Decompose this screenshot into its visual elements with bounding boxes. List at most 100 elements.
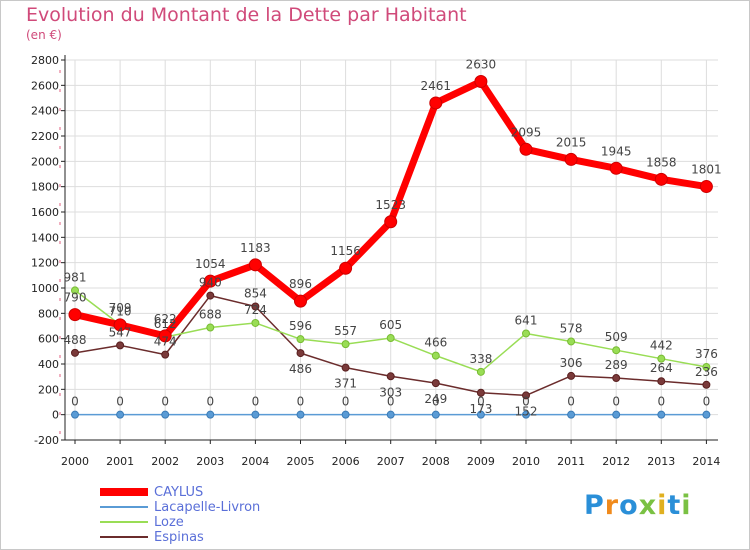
y-tick-label: 2800: [31, 54, 59, 67]
data-point-caylus: [474, 75, 488, 89]
data-point-caylus: [609, 161, 623, 175]
data-label-lacapelle: 0: [522, 395, 530, 409]
data-point-espinas: [71, 348, 79, 357]
data-point-caylus: [384, 215, 398, 229]
data-label-caylus: 1858: [646, 155, 677, 169]
data-point-caylus: [113, 318, 127, 332]
data-label-espinas: 289: [605, 358, 628, 372]
data-point-lacapelle: [206, 410, 215, 419]
legend-item-lacapelle: Lacapelle-Livron: [100, 499, 260, 515]
data-point-lacapelle: [116, 410, 125, 419]
chart-title: Evolution du Montant de la Dette par Hab…: [26, 4, 467, 26]
data-label-loze: 688: [199, 308, 222, 322]
data-point-espinas: [161, 350, 170, 359]
data-label-caylus: 1054: [195, 257, 226, 271]
data-label-espinas: 940: [199, 276, 222, 290]
y-tick-label: 800: [38, 307, 59, 320]
data-label-espinas: 854: [244, 286, 267, 300]
data-point-lacapelle: [476, 410, 485, 419]
y-tick-label: 2200: [31, 130, 59, 143]
data-point-lacapelle: [431, 410, 440, 419]
data-point-espinas: [657, 377, 666, 386]
y-tick-label: 0: [52, 409, 59, 422]
data-label-loze: 578: [560, 321, 583, 335]
y-tick-label: 2000: [31, 155, 59, 168]
data-label-lacapelle: 0: [657, 395, 665, 409]
data-label-lacapelle: 0: [71, 395, 79, 409]
x-tick-label: 2004: [241, 455, 269, 468]
data-label-caylus: 2630: [466, 58, 497, 72]
data-point-espinas: [386, 372, 395, 381]
data-point-espinas: [251, 302, 260, 311]
y-tick-label: 400: [38, 358, 59, 371]
axes: -200020040060080010001200140016001800200…: [31, 54, 720, 468]
data-label-caylus: 622: [154, 312, 177, 326]
x-tick-label: 2012: [602, 455, 630, 468]
legend-item-caylus: CAYLUS: [100, 484, 203, 500]
logo-letter: x: [638, 490, 658, 521]
x-tick-label: 2001: [106, 455, 134, 468]
data-point-espinas: [206, 291, 215, 300]
data-label-lacapelle: 0: [297, 395, 305, 409]
data-label-loze: 557: [334, 324, 357, 338]
data-point-loze: [386, 334, 395, 343]
data-label-lacapelle: 0: [252, 395, 260, 409]
legend-item-loze: Loze: [100, 514, 184, 530]
legend-label: Loze: [154, 514, 184, 530]
data-label-caylus: 709: [109, 301, 132, 315]
data-label-loze: 442: [650, 339, 673, 353]
data-point-caylus: [429, 96, 443, 110]
y-tick-label: 600: [38, 333, 59, 346]
data-label-lacapelle: 0: [432, 395, 440, 409]
data-point-espinas: [341, 363, 350, 372]
y-tick-label: 1200: [31, 257, 59, 270]
data-label-espinas: 488: [64, 333, 87, 347]
legend-swatch: [100, 506, 148, 508]
data-label-loze: 509: [605, 330, 628, 344]
series-lines: [68, 75, 713, 419]
data-label-caylus: 1523: [375, 198, 406, 212]
y-tick-label: 1600: [31, 206, 59, 219]
data-label-loze: 338: [469, 352, 492, 366]
x-tick-label: 2005: [287, 455, 315, 468]
data-point-loze: [476, 367, 485, 376]
data-label-caylus: 896: [289, 277, 312, 291]
logo-letter: P: [584, 490, 605, 521]
legend-label: Espinas: [154, 529, 204, 545]
data-point-caylus: [654, 172, 668, 186]
data-point-loze: [657, 354, 666, 363]
data-point-espinas: [296, 349, 305, 358]
data-label-loze: 596: [289, 319, 312, 333]
logo-letter: o: [619, 490, 639, 521]
data-point-lacapelle: [657, 410, 666, 419]
logo-letter: i: [681, 490, 692, 521]
data-point-espinas: [116, 341, 125, 350]
data-label-lacapelle: 0: [567, 395, 575, 409]
unit-label: (en €): [26, 28, 62, 42]
data-point-espinas: [476, 388, 485, 397]
data-label-espinas: 486: [289, 362, 312, 376]
data-point-espinas: [431, 379, 440, 388]
data-point-loze: [206, 323, 215, 332]
legend-label: Lacapelle-Livron: [154, 499, 261, 515]
data-point-caylus: [248, 258, 262, 272]
data-label-loze: 710: [109, 305, 132, 319]
data-point-lacapelle: [161, 410, 170, 419]
x-tick-label: 2009: [467, 455, 495, 468]
data-label-lacapelle: 0: [703, 395, 711, 409]
data-label-caylus: 1183: [240, 241, 271, 255]
legend-item-espinas: Espinas: [100, 529, 204, 545]
data-point-espinas: [702, 380, 711, 389]
data-point-loze: [251, 318, 260, 327]
data-point-caylus: [68, 308, 82, 322]
data-label-espinas: 264: [650, 361, 673, 375]
data-label-espinas: 303: [379, 385, 402, 399]
data-point-lacapelle: [567, 410, 576, 419]
data-label-loze: 605: [379, 318, 402, 332]
data-point-caylus: [203, 274, 217, 288]
data-label-lacapelle: 0: [342, 395, 350, 409]
data-point-caylus: [564, 152, 578, 166]
data-label-lacapelle: 0: [387, 395, 395, 409]
data-label-caylus: 790: [64, 291, 87, 305]
